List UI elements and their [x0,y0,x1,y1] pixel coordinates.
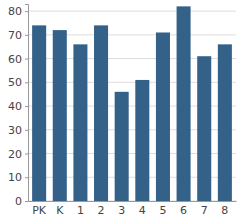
x-tick: K [56,201,64,217]
chart: 0 10 20 30 40 50 60 70 80 PK K1 23 45 6 78 [0,0,240,220]
x-tick-label: 1 [77,204,84,217]
x-tick-label: 6 [180,204,187,217]
y-tick-label: 20 [8,148,22,161]
y-tick: 20 [8,148,28,161]
plot: 0 10 20 30 40 50 60 70 80 PK K1 23 45 6 78 [8,5,237,217]
x-tick-label: PK [32,204,47,217]
x-tick-label: 3 [118,204,125,217]
bar [218,44,232,201]
y-tick: 40 [8,100,28,113]
y-tick-label: 70 [8,29,22,42]
y-tick-label: 80 [8,5,22,18]
x-tick: 8 [221,201,228,217]
x-axis: PK K1 23 45 6 78 [29,201,237,217]
y-tick: 30 [8,124,28,137]
y-tick: 60 [8,53,28,66]
y-tick-label: 50 [8,76,22,89]
y-axis: 0 10 20 30 40 50 60 70 80 [8,5,29,209]
grid [28,11,236,201]
x-axis-line [29,201,237,202]
x-tick-label: 4 [139,204,146,217]
y-tick-mark [25,177,28,178]
bar [32,25,46,201]
bar [197,56,211,201]
y-tick: 10 [8,171,28,184]
x-tick: 2 [98,201,105,217]
y-tick-mark [25,130,28,131]
y-axis-line [25,5,29,202]
x-tick-label: K [56,204,64,217]
x-tick: 5 [159,201,166,217]
bar [94,25,108,201]
bar [156,32,170,201]
x-tick: 7 [201,201,208,217]
x-tick: 1 [77,201,84,217]
y-tick-mark [25,11,28,12]
x-tick: PK [32,201,47,217]
y-tick: 80 [8,5,28,18]
y-tick-mark [25,82,28,83]
y-tick-mark [25,35,28,36]
x-tick-label: 7 [201,204,208,217]
bar [115,92,129,201]
x-tick: 6 [180,201,187,217]
bar [73,44,87,201]
bars [32,6,232,201]
y-tick-label: 30 [8,124,22,137]
x-tick-label: 2 [98,204,105,217]
x-tick-label: 8 [221,204,228,217]
bar [53,30,67,201]
bar [177,6,191,201]
y-tick: 0 [15,195,28,208]
x-tick: 3 [118,201,125,217]
y-tick-mark [25,154,28,155]
y-tick-mark [25,201,28,202]
grid-line [28,11,236,12]
y-tick-mark [25,106,28,107]
y-tick-label: 0 [15,195,22,208]
y-tick-label: 60 [8,53,22,66]
x-tick: 4 [139,201,146,217]
y-tick: 50 [8,76,28,89]
y-tick-label: 10 [8,171,22,184]
y-tick-mark [25,59,28,60]
y-tick-label: 40 [8,100,22,113]
x-tick-label: 5 [159,204,166,217]
y-tick: 70 [8,29,28,42]
bar [135,80,149,201]
